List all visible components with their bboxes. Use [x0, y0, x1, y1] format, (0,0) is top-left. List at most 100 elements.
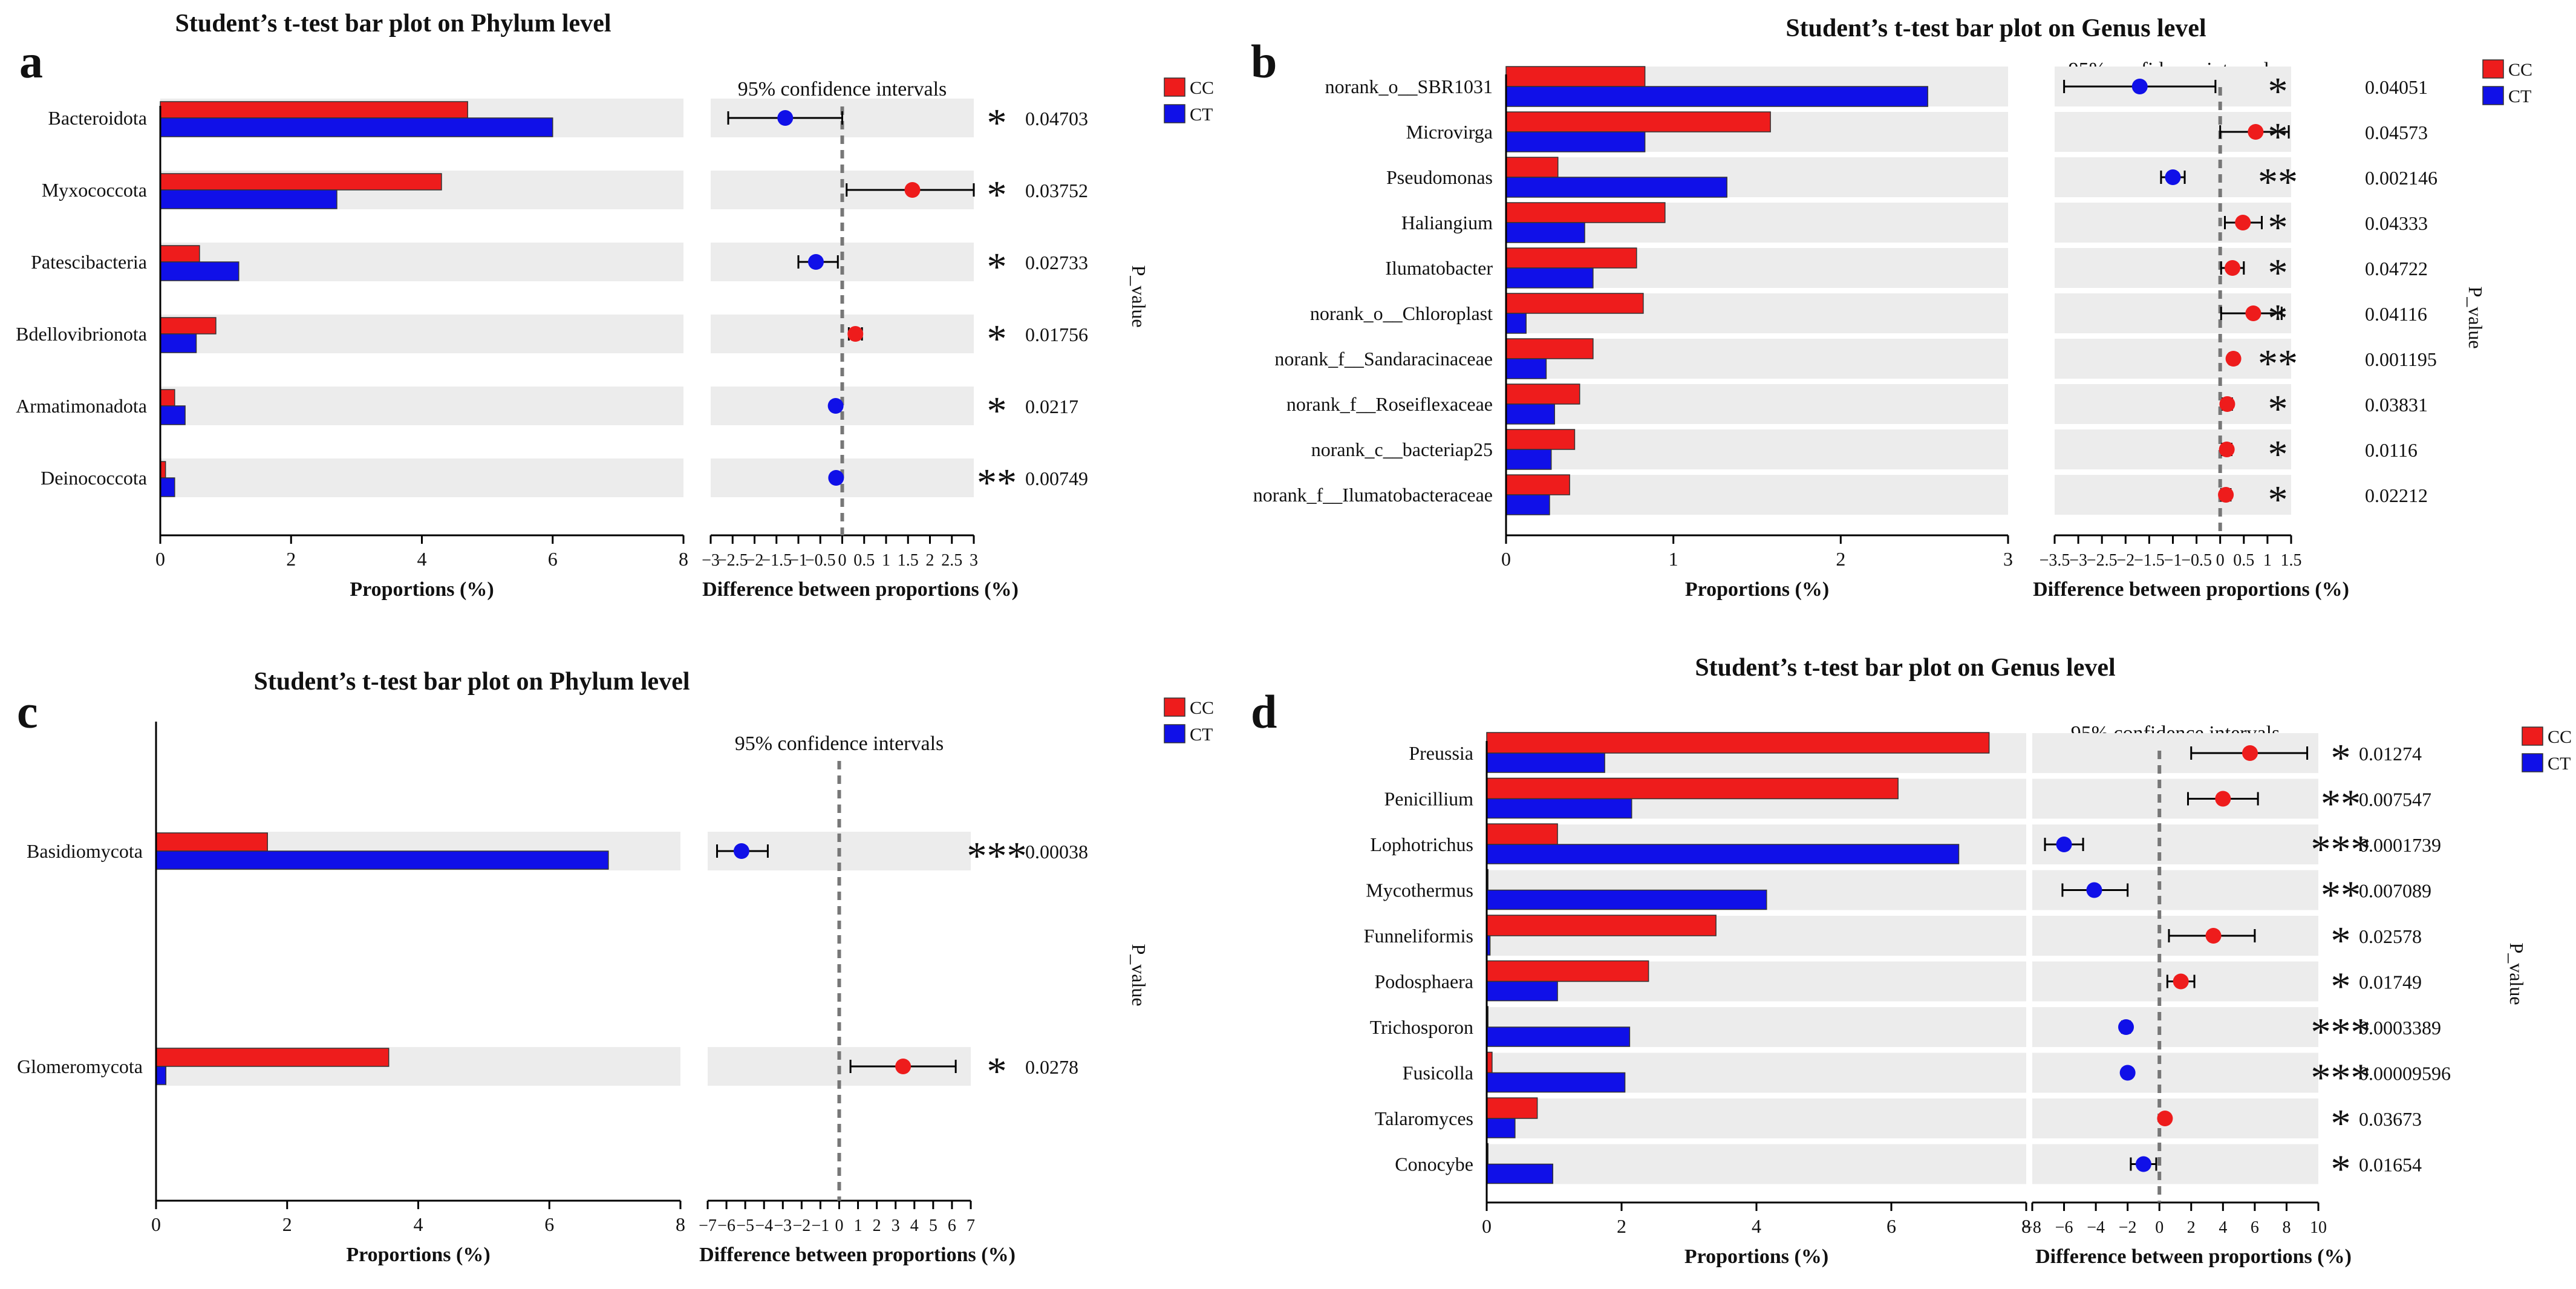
bar-cc — [1486, 777, 1899, 800]
diff-tick-label: 1 — [2263, 551, 2272, 570]
diff-tick-label: 1.5 — [2281, 551, 2302, 570]
significance-stars: * — [2331, 1147, 2351, 1192]
panel-letter: d — [1251, 685, 1277, 738]
legend-swatch-cc — [2482, 59, 2504, 79]
bar-ct — [1486, 1163, 1554, 1184]
diff-tick-label: 2 — [2187, 1218, 2196, 1237]
prop-tick-label: 6 — [1886, 1215, 1896, 1237]
diff-point — [2225, 351, 2242, 367]
diff-point — [777, 110, 794, 126]
diff-tick-label: 8 — [2282, 1218, 2291, 1237]
diff-tick-label: 0 — [838, 551, 847, 570]
diff-point — [827, 398, 844, 414]
background-band — [2055, 475, 2291, 515]
prop-tick-label: 1 — [1669, 548, 1678, 570]
diff-tick-label: 0 — [2216, 551, 2225, 570]
diff-tick-label: 6 — [948, 1216, 956, 1235]
bar-cc — [155, 832, 268, 852]
diff-tick-label: −2.5 — [2087, 551, 2118, 570]
p-value: 0.03752 — [1025, 180, 1088, 201]
category-label: Funneliformis — [1364, 925, 1473, 947]
bar-cc — [1505, 383, 1580, 405]
prop-tick-label: 2 — [1836, 548, 1845, 570]
bar-ct — [1486, 981, 1558, 1002]
background-band — [711, 315, 974, 353]
bar-ct — [160, 333, 197, 353]
background-band — [160, 243, 683, 281]
p-value: 0.04573 — [2365, 122, 2428, 143]
p-value: 0.01756 — [1025, 324, 1088, 345]
bar-cc — [1505, 474, 1570, 495]
category-label: Ilumatobacter — [1385, 257, 1493, 279]
bar-ct — [1486, 1118, 1516, 1138]
diff-point — [2135, 1156, 2151, 1172]
category-label: Patescibacteria — [31, 251, 147, 273]
bar-ct — [1505, 494, 1550, 515]
diff-tick-label: 0.5 — [2233, 551, 2254, 570]
bar-ct — [160, 477, 175, 497]
diff-axis-title: Difference between proportions (%) — [699, 1244, 1016, 1266]
bar-cc — [1505, 202, 1666, 223]
bar-cc — [1505, 157, 1559, 178]
bar-ct — [1486, 1072, 1626, 1093]
p-value: 0.0001739 — [2359, 834, 2441, 856]
diff-tick-label: 1 — [854, 1216, 862, 1235]
diff-tick-label: −2.5 — [717, 551, 748, 570]
significance-stars: *** — [2311, 1056, 2371, 1100]
category-label: Trichosporon — [1370, 1016, 1473, 1038]
p-value: 0.04051 — [2365, 76, 2428, 98]
panel-title: Student’s t-test bar plot on Genus level — [1695, 654, 2115, 682]
diff-tick-label: 4 — [910, 1216, 919, 1235]
p-value: 0.04722 — [2365, 258, 2428, 279]
bar-cc — [160, 389, 175, 406]
diff-tick-label: 4 — [2219, 1218, 2227, 1237]
diff-tick-label: 7 — [967, 1216, 975, 1235]
diff-tick-label: −2 — [2119, 1218, 2137, 1237]
category-label: Podosphaera — [1374, 971, 1473, 993]
diff-point — [2086, 882, 2102, 898]
prop-tick-label: 2 — [1617, 1215, 1626, 1237]
legend-label-ct: CT — [1190, 725, 1213, 745]
p-value: 0.007547 — [2359, 789, 2431, 811]
prop-tick-label: 8 — [679, 548, 688, 570]
significance-stars: * — [2268, 206, 2288, 250]
diff-tick-label: 3 — [970, 551, 978, 570]
bar-ct — [160, 405, 186, 425]
p-value: 0.03831 — [2365, 394, 2428, 416]
prop-axis-title: Proportions (%) — [1684, 1245, 1828, 1268]
significance-stars: * — [2331, 919, 2351, 963]
significance-stars: *** — [2311, 827, 2371, 872]
diff-axis-title: Difference between proportions (%) — [2035, 1245, 2352, 1268]
background-band — [160, 458, 683, 497]
significance-stars: ** — [977, 461, 1017, 505]
significance-stars: * — [2268, 478, 2288, 522]
background-band — [1506, 475, 2008, 515]
bar-cc — [1505, 66, 1646, 87]
background-band — [2032, 1098, 2318, 1138]
category-label: norank_f__Ilumatobacteraceae — [1253, 484, 1493, 506]
bar-cc — [160, 317, 217, 334]
bar-cc — [1486, 823, 1558, 845]
prop-axis-title: Proportions (%) — [350, 578, 494, 601]
bar-ct — [1486, 752, 1605, 773]
background-band — [2032, 778, 2318, 819]
prop-tick-label: 8 — [2021, 1215, 2031, 1237]
diff-point — [2219, 442, 2235, 457]
prop-tick-label: 2 — [282, 1213, 292, 1235]
bar-ct — [155, 1066, 167, 1085]
panel-title: Student’s t-test bar plot on Genus level — [1785, 15, 2206, 42]
bar-cc — [1486, 960, 1649, 982]
significance-stars: ** — [2321, 873, 2361, 918]
p-value: 0.00009596 — [2359, 1063, 2451, 1085]
significance-stars: ** — [2321, 782, 2361, 826]
background-band — [2055, 339, 2291, 379]
category-label: Armatimonadota — [16, 395, 147, 417]
diff-point — [2157, 1111, 2173, 1126]
significance-stars: * — [2331, 965, 2351, 1009]
diff-tick-label: −3.5 — [2040, 551, 2070, 570]
prop-tick-label: 6 — [548, 548, 558, 570]
p-value: 0.03673 — [2359, 1108, 2422, 1130]
diff-tick-label: 1.5 — [898, 551, 919, 570]
background-band — [711, 243, 974, 281]
